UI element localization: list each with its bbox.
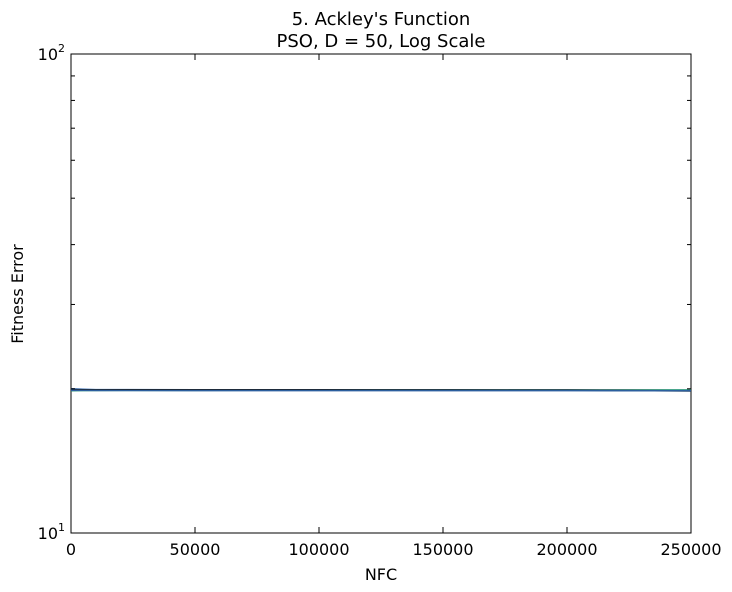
x-tick-label-4: 200000 (536, 540, 597, 559)
y-tick-base-1: 10 (38, 45, 58, 64)
x-tick-label-1: 50000 (170, 540, 221, 559)
y-axis-label: Fitness Error (8, 244, 27, 344)
x-tick-label-2: 100000 (288, 540, 349, 559)
x-tick-label-0: 0 (66, 540, 76, 559)
x-axis-ticks: 0 50000 100000 150000 200000 250000 (66, 54, 722, 559)
plot-area (70, 53, 692, 534)
y-tick-label-1: 102 (38, 42, 65, 64)
x-tick-label-5: 250000 (660, 540, 721, 559)
series-layer (70, 388, 692, 392)
chart-subtitle: PSO, D = 50, Log Scale (277, 31, 486, 52)
y-tick-base-0: 10 (38, 524, 58, 543)
y-tick-exponent-1: 2 (58, 42, 65, 55)
y-tick-label-0: 101 (38, 521, 65, 543)
chart-title: 5. Ackley's Function (292, 9, 471, 30)
x-tick-label-3: 150000 (412, 540, 473, 559)
x-axis-label: NFC (365, 565, 397, 584)
y-tick-exponent-0: 1 (58, 521, 65, 534)
